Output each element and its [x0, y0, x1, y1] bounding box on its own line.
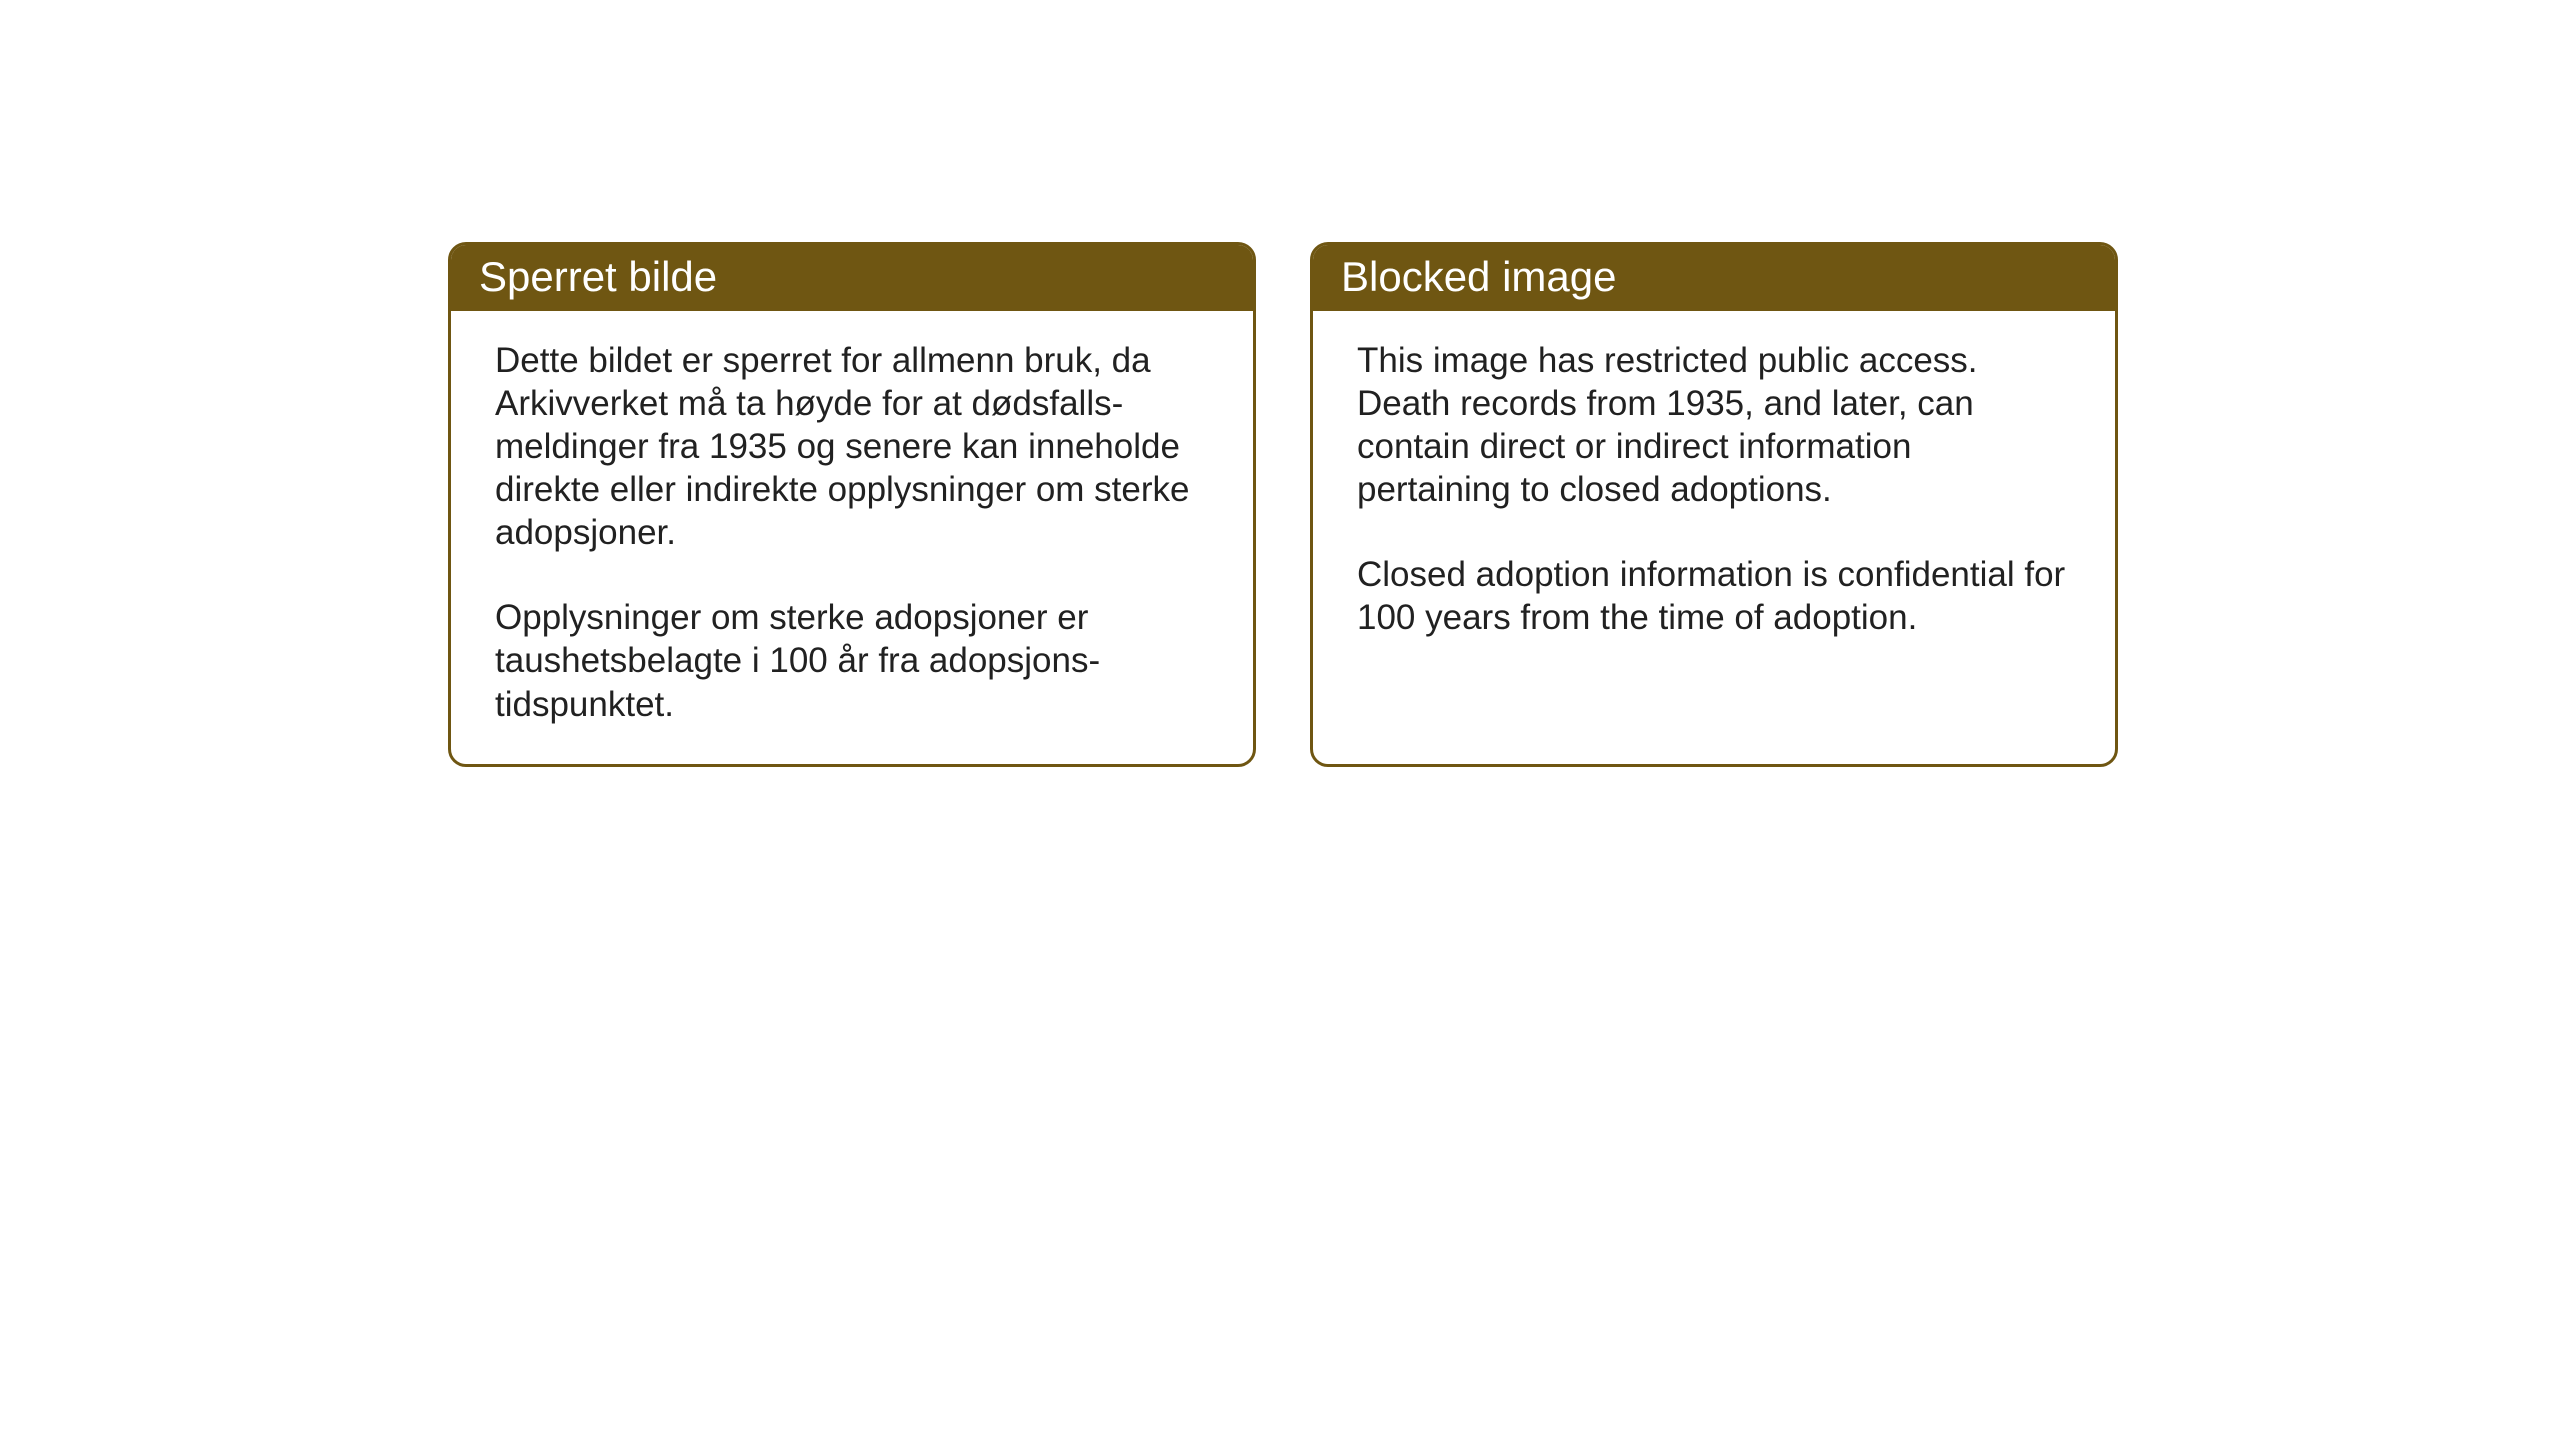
notice-cards-container: Sperret bilde Dette bildet er sperret fo…: [448, 242, 2118, 767]
card-body-norwegian: Dette bildet er sperret for allmenn bruk…: [451, 311, 1253, 763]
card-header-english: Blocked image: [1313, 245, 2115, 311]
card-paragraph-1-norwegian: Dette bildet er sperret for allmenn bruk…: [495, 339, 1209, 554]
card-body-english: This image has restricted public access.…: [1313, 311, 2115, 719]
card-header-norwegian: Sperret bilde: [451, 245, 1253, 311]
notice-card-norwegian: Sperret bilde Dette bildet er sperret fo…: [448, 242, 1256, 767]
card-paragraph-2-english: Closed adoption information is confident…: [1357, 553, 2071, 639]
card-paragraph-2-norwegian: Opplysninger om sterke adopsjoner er tau…: [495, 596, 1209, 725]
notice-card-english: Blocked image This image has restricted …: [1310, 242, 2118, 767]
card-paragraph-1-english: This image has restricted public access.…: [1357, 339, 2071, 511]
